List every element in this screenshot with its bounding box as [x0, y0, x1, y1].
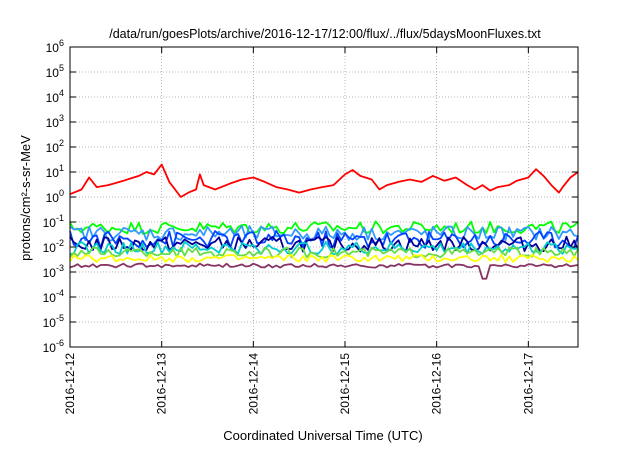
x-tick-label: 2016-12-13 — [155, 353, 169, 415]
x-tick-label: 2016-12-14 — [246, 353, 260, 415]
series-layer — [69, 163, 579, 280]
y-tick-label: 10-4 — [43, 288, 64, 305]
x-tick-label: 2016-12-16 — [430, 353, 444, 415]
series-line-2 — [69, 225, 579, 242]
y-tick-label: 102 — [46, 138, 64, 155]
x-tick-label: 2016-12-12 — [63, 353, 77, 415]
series-line-0 — [69, 163, 579, 198]
y-axis-label-text: protons/cm²-s-sr-MeV — [18, 135, 33, 261]
y-tick-label: 106 — [46, 38, 64, 55]
y-tick-label: 10-1 — [43, 213, 64, 230]
series-line-8 — [69, 262, 579, 280]
y-tick-label: 10-5 — [43, 313, 64, 330]
y-tick-label: 104 — [46, 88, 64, 105]
grid — [69, 47, 578, 347]
x-axis-label: Coordinated Universal Time (UTC) — [223, 428, 422, 443]
y-tick-label: 10-6 — [43, 338, 64, 355]
plot-frame — [69, 46, 579, 348]
y-tick-label: 101 — [46, 163, 64, 180]
series-line-1 — [69, 220, 579, 235]
x-tick-label: 2016-12-15 — [338, 353, 352, 415]
series-line-4 — [69, 235, 579, 253]
series-line-7 — [69, 253, 579, 263]
x-tick-label: 2016-12-17 — [521, 353, 535, 415]
chart-title: /data/run/goesPlots/archive/2016-12-17/1… — [109, 27, 541, 41]
y-tick-label: 10-3 — [43, 263, 64, 280]
y-tick-label: 10-2 — [43, 238, 64, 255]
y-axis-label: protons/cm²-s-sr-MeV — [18, 135, 33, 261]
y-tick-label: 103 — [46, 113, 64, 130]
series-line-6 — [69, 246, 579, 259]
y-tick-label: 105 — [46, 63, 64, 80]
y-tick-label: 100 — [46, 188, 64, 205]
series-line-5 — [69, 241, 579, 256]
